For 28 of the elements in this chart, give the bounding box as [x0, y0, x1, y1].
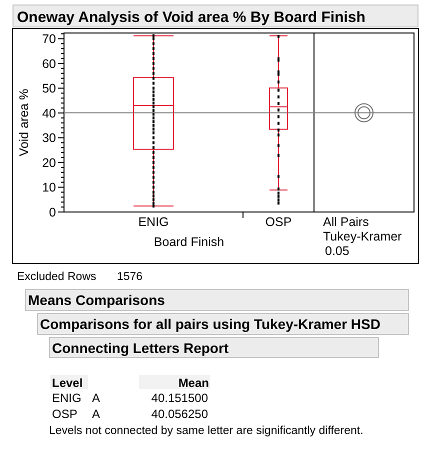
x-axis-title: Board Finish	[154, 235, 224, 249]
y-axis-title: Void area %	[17, 88, 31, 156]
y-tick-label: 0	[49, 205, 56, 220]
y-tick-label: 20	[42, 156, 56, 170]
text: Comparisons for all pairs using Tukey-Kramer HSD	[40, 316, 380, 332]
text: Connecting Letters Report	[52, 340, 229, 356]
text: 0.05	[325, 244, 350, 258]
chart-title: Oneway Analysis of Void area % By Board Finish	[17, 9, 366, 26]
text: All Pairs	[323, 215, 369, 229]
text: Mean	[178, 376, 209, 390]
text: ENIG	[52, 391, 82, 405]
text: 40.151500	[151, 391, 208, 405]
y-tick-label: 30	[42, 131, 56, 146]
y-tick-label: 60	[42, 56, 56, 71]
text: Means Comparisons	[28, 292, 166, 308]
y-tick-label: 50	[42, 82, 56, 96]
y-tick-label: 10	[42, 180, 56, 195]
text: OSP	[52, 407, 78, 421]
text: 40.056250	[151, 407, 208, 421]
y-tick-label: 40	[42, 106, 56, 120]
text: 1576	[117, 271, 143, 283]
text: A	[92, 391, 100, 405]
text: Excluded Rows	[17, 271, 97, 283]
text: A	[92, 407, 100, 421]
text: Tukey-Kramer	[323, 230, 402, 244]
text: Level	[52, 376, 83, 390]
y-tick-label: 70	[42, 32, 56, 46]
text: Levels not connected by same letter are significantly different.	[49, 425, 364, 437]
